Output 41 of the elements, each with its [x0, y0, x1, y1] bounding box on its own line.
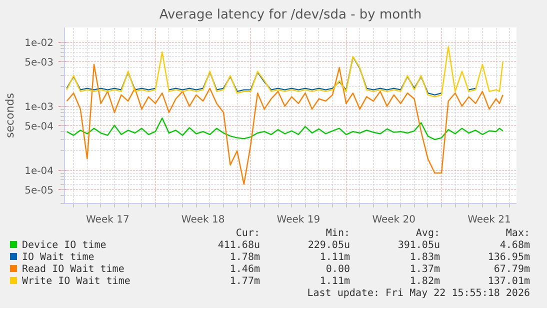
y-tick-label: 5e-03	[24, 57, 54, 68]
y-tick-label: 1e-04	[24, 166, 54, 178]
legend-label: Device IO time	[21, 240, 108, 252]
y-tick-label: 5e-04	[24, 121, 54, 132]
y-tick-label: 5e-05	[24, 185, 54, 196]
legend-label: Write IO Wait time	[21, 276, 132, 288]
text: Cur:	[234, 228, 260, 240]
text: 137.01m	[486, 276, 530, 288]
text: 1.11m	[318, 252, 350, 264]
x-tick-label: Week 19	[276, 214, 320, 226]
chart-title: Average latency for /dev/sda - by month	[159, 8, 422, 22]
text: 1.83m	[408, 252, 440, 264]
x-tick-label: Week 18	[181, 214, 225, 226]
text: Avg:	[414, 228, 440, 240]
legend-label: Read IO Wait time	[21, 264, 126, 276]
text: 67.79m	[492, 264, 530, 276]
line-series	[66, 46, 504, 98]
y-tick-label: 1e-03	[24, 102, 54, 114]
x-tick-label: Week 20	[372, 214, 416, 226]
y-tick-label: 1e-02	[24, 38, 54, 50]
x-tick-label: Week 21	[468, 214, 511, 226]
text: 411.68u	[216, 240, 260, 252]
text: Max:	[504, 228, 530, 240]
text: 1.82m	[408, 276, 440, 288]
text: 0.00	[324, 264, 350, 276]
text: 1.78m	[228, 252, 260, 264]
text: 1.11m	[318, 276, 350, 288]
text: 136.95m	[486, 252, 530, 264]
text: Last update: Fri May 22 15:55:18 2026	[306, 288, 530, 300]
text: 4.68m	[498, 240, 530, 252]
text: 1.77m	[228, 276, 260, 288]
y-axis-title: seconds	[4, 92, 17, 138]
text: Min:	[324, 228, 350, 240]
text: 229.05u	[306, 240, 350, 252]
text: 1.46m	[228, 264, 260, 276]
x-tick-label: Week 17	[86, 214, 130, 226]
text: 391.05u	[396, 240, 440, 252]
line-series	[66, 118, 504, 140]
legend-label: IO Wait time	[21, 252, 96, 264]
text: 1.37m	[408, 264, 440, 276]
line-series	[66, 64, 504, 185]
